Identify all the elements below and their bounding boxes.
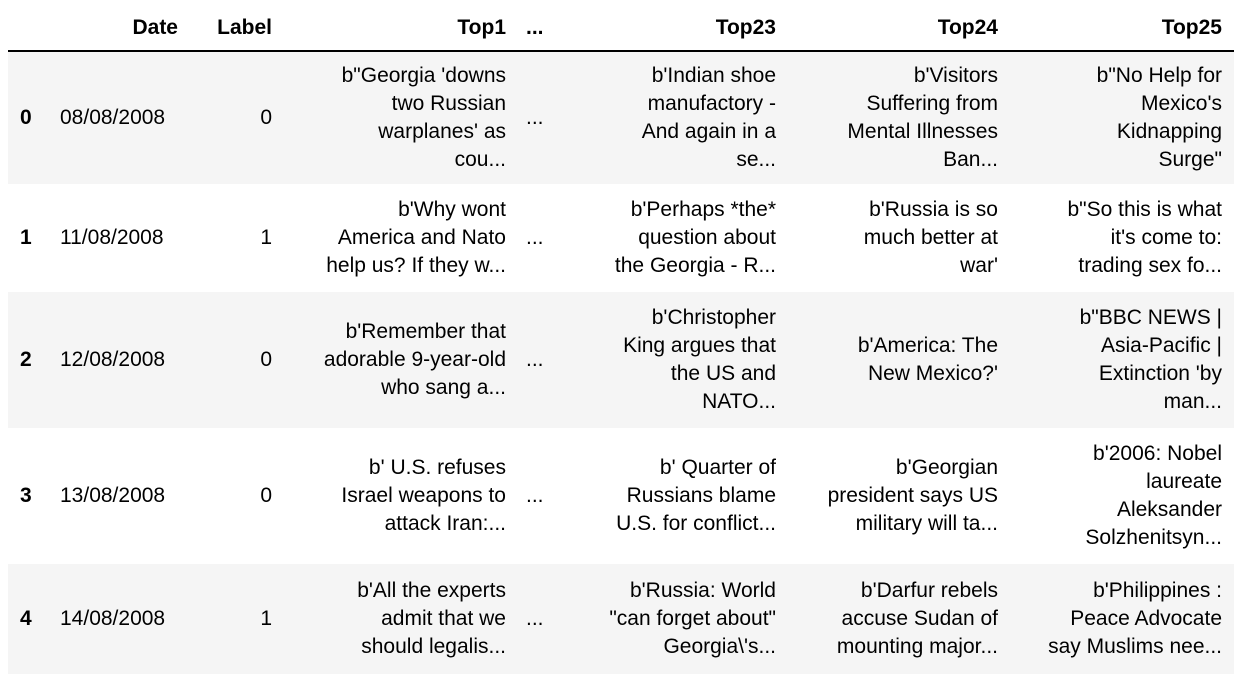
cell-top24-text: b'Russia is so much better at war' — [863, 198, 998, 277]
cell-top25: b"So this is what it's come to: trading … — [1010, 184, 1234, 292]
cell-top23: b' Quarter of Russians blame U.S. for co… — [570, 428, 788, 564]
cell-top24: b'Darfur rebels accuse Sudan of mounting… — [788, 564, 1010, 674]
cell-top23-text: b'Perhaps *the* question about the Georg… — [614, 198, 776, 277]
cell-top23: b'Perhaps *the* question about the Georg… — [570, 184, 788, 292]
cell-ellipsis: ... — [526, 226, 544, 249]
table-row: 1 11/08/2008 1 b'Why wont America and Na… — [8, 184, 1234, 292]
cell-top1-text: b'Remember that adorable 9-year-old who … — [323, 320, 506, 399]
table-row: 3 13/08/2008 0 b' U.S. refuses Israel we… — [8, 428, 1234, 564]
cell-top24-text: b'Georgian president says US military wi… — [827, 456, 998, 535]
row-index: 1 — [20, 226, 32, 249]
cell-ellipsis: ... — [526, 484, 544, 507]
cell-ellipsis: ... — [526, 106, 544, 129]
cell-date: 13/08/2008 — [60, 484, 166, 507]
cell-top25: b"No Help for Mexico's Kidnapping Surge" — [1010, 51, 1234, 184]
cell-label: 1 — [260, 226, 272, 249]
cell-top1: b"Georgia 'downs two Russian warplanes' … — [284, 51, 518, 184]
cell-top1: b'Remember that adorable 9-year-old who … — [284, 292, 518, 428]
cell-top24-text: b'Visitors Suffering from Mental Illness… — [847, 64, 998, 171]
dataframe-table: Date Label Top1 ... Top23 Top24 Top25 0 … — [8, 6, 1234, 674]
cell-top24: b'Georgian president says US military wi… — [788, 428, 1010, 564]
cell-date: 14/08/2008 — [60, 607, 166, 630]
cell-top24: b'Visitors Suffering from Mental Illness… — [788, 51, 1010, 184]
cell-top25: b"BBC NEWS | Asia-Pacific | Extinction '… — [1010, 292, 1234, 428]
header-top25: Top25 — [1010, 6, 1234, 52]
cell-top23: b'Christopher King argues that the US an… — [570, 292, 788, 428]
cell-top25-text: b"So this is what it's come to: trading … — [1067, 198, 1222, 277]
cell-top25: b'2006: Nobel laureate Aleksander Solzhe… — [1010, 428, 1234, 564]
cell-top1-text: b"Georgia 'downs two Russian warplanes' … — [341, 64, 506, 171]
cell-top25-text: b'2006: Nobel laureate Aleksander Solzhe… — [1085, 442, 1222, 549]
cell-top23-text: b' Quarter of Russians blame U.S. for co… — [616, 456, 776, 535]
cell-top25-text: b"BBC NEWS | Asia-Pacific | Extinction '… — [1079, 306, 1222, 413]
cell-top23-text: b'Indian shoe manufactory - And again in… — [641, 64, 776, 171]
cell-top1-text: b' U.S. refuses Israel weapons to attack… — [341, 456, 506, 535]
header-top24: Top24 — [788, 6, 1010, 52]
table-row: 4 14/08/2008 1 b'All the experts admit t… — [8, 564, 1234, 674]
cell-top1-text: b'All the experts admit that we should l… — [357, 579, 506, 658]
cell-top24-text: b'America: The New Mexico?' — [857, 334, 998, 385]
row-index: 3 — [20, 484, 32, 507]
header-top23: Top23 — [570, 6, 788, 52]
cell-top23-text: b'Christopher King argues that the US an… — [623, 306, 776, 413]
row-index: 0 — [20, 106, 32, 129]
header-label: Label — [190, 6, 284, 52]
cell-top24: b'America: The New Mexico?' — [788, 292, 1010, 428]
header-top1: Top1 — [284, 6, 518, 52]
row-index: 2 — [20, 348, 32, 371]
cell-top25: b'Philippines : Peace Advocate say Musli… — [1010, 564, 1234, 674]
cell-top23: b'Russia: World "can forget about" Georg… — [570, 564, 788, 674]
cell-label: 0 — [260, 348, 272, 371]
cell-top1: b'All the experts admit that we should l… — [284, 564, 518, 674]
dataframe-output: Date Label Top1 ... Top23 Top24 Top25 0 … — [8, 6, 1234, 674]
cell-ellipsis: ... — [526, 607, 544, 630]
cell-label: 0 — [260, 484, 272, 507]
cell-date: 11/08/2008 — [60, 226, 164, 249]
cell-top23-text: b'Russia: World "can forget about" Georg… — [609, 579, 776, 658]
cell-date: 08/08/2008 — [60, 106, 166, 129]
cell-top1: b'Why wont America and Nato help us? If … — [284, 184, 518, 292]
cell-date: 12/08/2008 — [60, 348, 166, 371]
cell-top24: b'Russia is so much better at war' — [788, 184, 1010, 292]
header-ellipsis: ... — [518, 6, 570, 52]
cell-top25-text: b'Philippines : Peace Advocate say Musli… — [1048, 579, 1222, 658]
header-index — [8, 6, 52, 52]
cell-label: 1 — [260, 607, 272, 630]
cell-top1-text: b'Why wont America and Nato help us? If … — [326, 198, 506, 277]
cell-top23: b'Indian shoe manufactory - And again in… — [570, 51, 788, 184]
cell-label: 0 — [260, 106, 272, 129]
table-row: 0 08/08/2008 0 b"Georgia 'downs two Russ… — [8, 51, 1234, 184]
row-index: 4 — [20, 607, 32, 630]
cell-top24-text: b'Darfur rebels accuse Sudan of mounting… — [836, 579, 998, 658]
cell-top25-text: b"No Help for Mexico's Kidnapping Surge" — [1096, 64, 1222, 171]
table-row: 2 12/08/2008 0 b'Remember that adorable … — [8, 292, 1234, 428]
header-row: Date Label Top1 ... Top23 Top24 Top25 — [8, 6, 1234, 52]
header-date: Date — [52, 6, 190, 52]
cell-ellipsis: ... — [526, 348, 544, 371]
cell-top1: b' U.S. refuses Israel weapons to attack… — [284, 428, 518, 564]
